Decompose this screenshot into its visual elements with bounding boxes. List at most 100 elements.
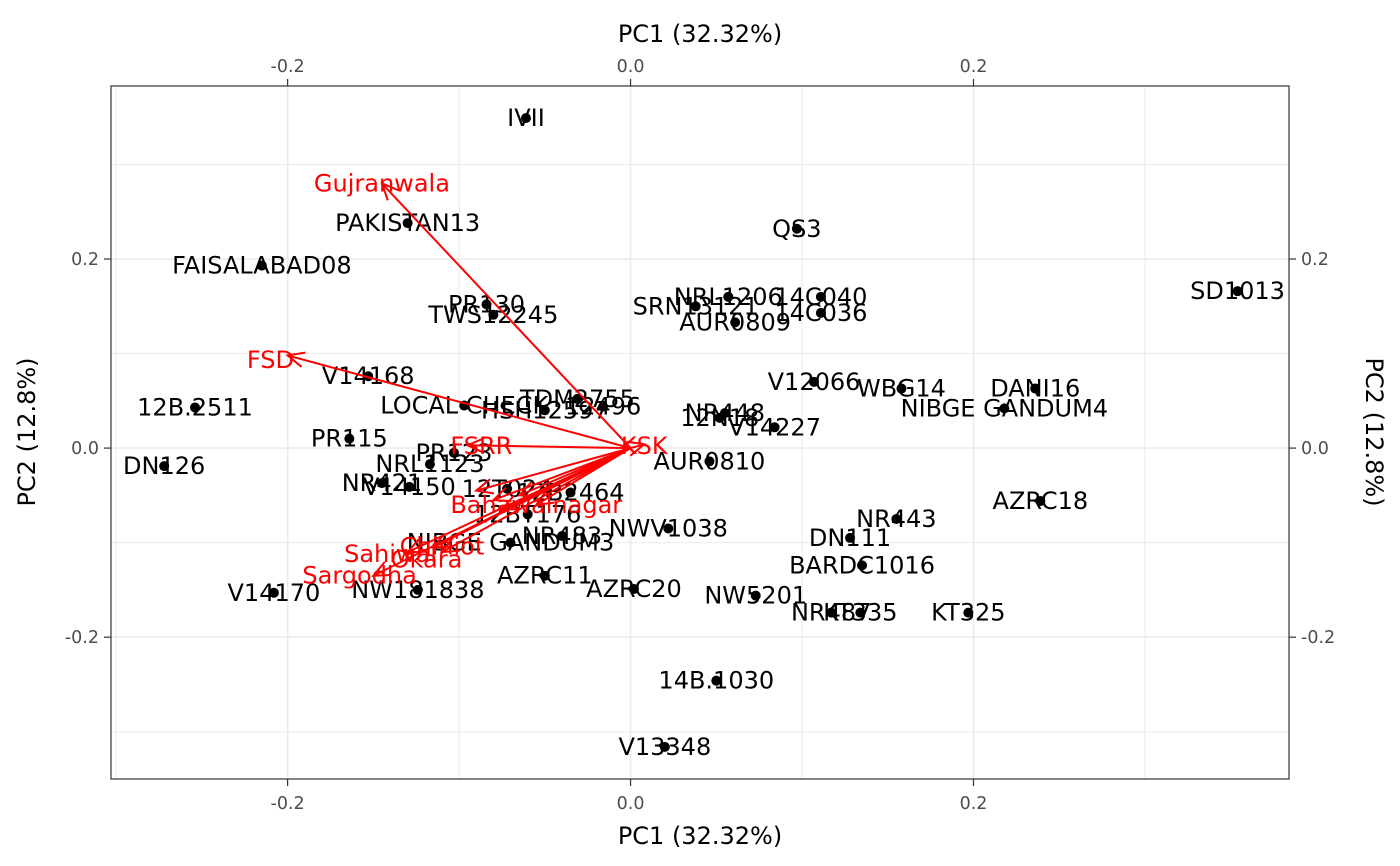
y-tick-label-left: 0.0 — [71, 439, 99, 459]
data-points — [159, 113, 1243, 752]
vector-label: Okara — [391, 546, 463, 574]
data-point — [404, 481, 415, 492]
point-label: FAISALABAD08 — [172, 252, 351, 280]
vector-line — [441, 447, 632, 553]
point-label: SD1013 — [1190, 277, 1285, 305]
data-point — [565, 487, 576, 498]
vector-arrowhead — [371, 561, 392, 577]
vector-arrowhead — [626, 440, 647, 457]
y-tick-label-right: 0.0 — [1301, 439, 1329, 459]
point-label: NIBGE GANDUM4 — [901, 394, 1108, 422]
vector-line — [475, 447, 631, 492]
vector-label: Sahiwal — [344, 540, 437, 568]
point-label: AZRC11 — [497, 562, 593, 590]
point-label: PR115 — [311, 425, 388, 453]
vector-label: FSD — [247, 346, 294, 374]
vector-label: Sargodha — [302, 562, 416, 590]
point-label: NR483 — [522, 522, 602, 550]
vector-arrowhead — [431, 532, 452, 549]
data-point — [539, 570, 550, 581]
point-label: 14C040 — [774, 283, 867, 311]
vector-arrowhead — [465, 437, 485, 454]
axis-ticks — [104, 79, 1296, 786]
point-label: V13348 — [618, 733, 711, 761]
data-point — [268, 587, 279, 598]
point-label: 14C036 — [774, 299, 867, 327]
point-label: AZRC18 — [993, 487, 1089, 515]
point-label: 12B.2511 — [137, 393, 253, 421]
data-point — [402, 218, 413, 229]
x-axis-title-top: PC1 (32.32%) — [618, 20, 782, 48]
data-point — [659, 741, 670, 752]
point-label: PAKISTAN13 — [335, 209, 480, 237]
x-tick-label-bottom: -0.2 — [271, 794, 305, 814]
vector-arrowhead — [473, 478, 495, 495]
data-point — [520, 113, 531, 124]
point-label: 14B.1030 — [658, 667, 774, 695]
minor-gridlines — [111, 86, 1289, 779]
data-point — [190, 402, 201, 413]
major-gridlines — [111, 86, 1289, 779]
data-point — [488, 309, 499, 320]
vector-line — [381, 182, 632, 449]
point-label: AUR0810 — [654, 447, 766, 475]
data-point — [539, 405, 550, 416]
vector-label: KSK — [621, 432, 669, 460]
x-tick-label-top: -0.2 — [271, 57, 305, 77]
vector-line — [467, 444, 631, 450]
data-point — [723, 291, 734, 302]
point-label: 12T024 — [462, 475, 553, 503]
point-label: NR448 — [685, 399, 765, 427]
point-label: V14227 — [728, 413, 821, 441]
plot-border — [110, 85, 1290, 780]
vector-arrowhead — [491, 486, 512, 503]
data-point — [628, 583, 639, 594]
data-point — [791, 223, 802, 234]
data-point — [857, 560, 868, 571]
x-axis-title-bottom: PC1 (32.32%) — [618, 822, 782, 850]
point-label: NRL1123 — [375, 450, 484, 478]
vector-arrowhead — [380, 181, 399, 201]
data-point — [448, 447, 459, 458]
x-tick-label-top: 0.2 — [960, 57, 988, 77]
data-point — [1232, 286, 1243, 297]
data-point — [376, 478, 387, 489]
data-point — [556, 531, 567, 542]
point-label: LOCAL CHECK — [380, 392, 549, 420]
point-label: AUR0809 — [679, 308, 791, 336]
data-point — [256, 260, 267, 271]
y-axis-title-left: PC2 (12.8%) — [13, 357, 41, 506]
data-point — [845, 532, 856, 543]
point-label: WBG14 — [857, 375, 946, 403]
point-label: TWS12245 — [427, 301, 558, 329]
data-point — [598, 401, 609, 412]
data-point — [809, 376, 820, 387]
data-point — [481, 299, 492, 310]
data-point — [412, 584, 423, 595]
point-label: AZRC20 — [586, 575, 682, 603]
vector-label: Bahawalnagar — [450, 491, 622, 519]
point-label: DN126 — [123, 452, 205, 480]
vector-arrowhead — [534, 489, 555, 507]
vector-arrowhead — [285, 351, 306, 368]
data-point — [1035, 496, 1046, 507]
y-axis-title-right: PC2 (12.8%) — [1360, 357, 1388, 506]
data-point — [663, 523, 674, 534]
point-label: V12066 — [768, 368, 861, 396]
data-point — [769, 422, 780, 433]
data-point — [730, 317, 741, 328]
point-label: NWV1038 — [609, 514, 728, 542]
point-label: SRN13121 — [633, 292, 759, 320]
data-point — [826, 607, 837, 618]
data-point — [999, 403, 1010, 414]
vector-label: Chiniot — [400, 532, 485, 560]
axis-tick-labels: -0.2 -0.2 0.0 0.0 0.2 0.2 -0.2 -0.2 0.0 0.0 0.2 0.2 — [65, 57, 1335, 814]
data-point — [505, 537, 516, 548]
point-label: 12N18 — [680, 404, 759, 432]
data-point — [522, 509, 533, 520]
vector-label: FSRR — [450, 432, 512, 460]
plot-panel — [111, 86, 1289, 779]
point-label: IVII — [507, 104, 545, 132]
x-tick-label-top: 0.0 — [617, 57, 645, 77]
